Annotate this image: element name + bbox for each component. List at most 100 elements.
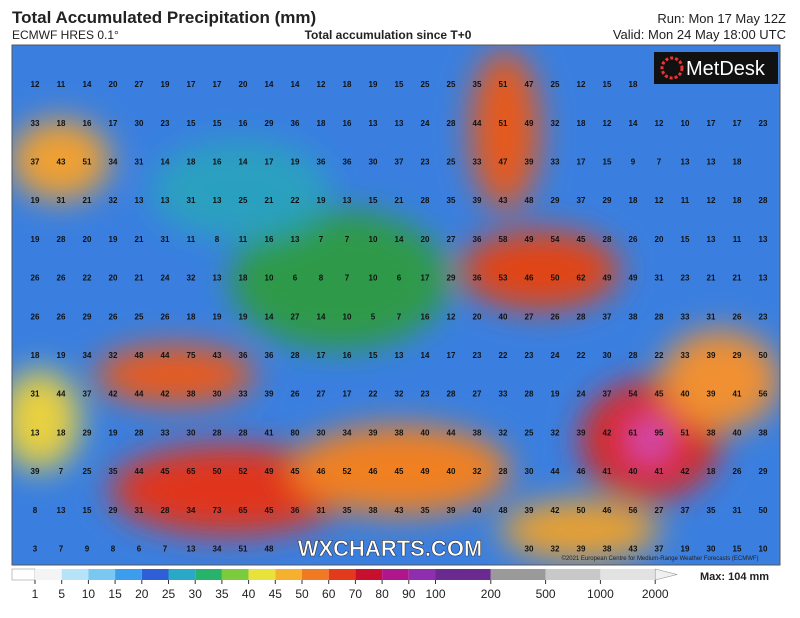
grid-value: 38: [187, 390, 196, 399]
grid-value: 49: [265, 467, 274, 476]
grid-value: 24: [577, 390, 586, 399]
grid-value: 48: [525, 196, 534, 205]
grid-value: 12: [655, 119, 664, 128]
grid-value: 47: [525, 80, 534, 89]
grid-value: 50: [213, 467, 222, 476]
grid-value: 20: [421, 235, 430, 244]
colorbar-label: 100: [425, 587, 445, 601]
grid-value: 19: [369, 80, 378, 89]
grid-value: 52: [239, 467, 248, 476]
grid-value: 46: [577, 467, 586, 476]
grid-value: 24: [161, 274, 170, 283]
colorbar-swatch: [35, 569, 62, 580]
grid-value: 34: [213, 545, 222, 554]
grid-value: 28: [655, 312, 664, 321]
grid-value: 29: [83, 428, 92, 437]
grid-value: 11: [57, 80, 66, 89]
precip-field: [12, 50, 780, 560]
grid-value: 26: [57, 312, 66, 321]
grid-value: 37: [31, 158, 40, 167]
colorbar-swatch: [302, 569, 329, 580]
grid-value: 18: [57, 428, 66, 437]
grid-value: 19: [239, 312, 248, 321]
grid-value: 23: [759, 312, 768, 321]
grid-value: 56: [629, 506, 638, 515]
grid-value: 28: [629, 351, 638, 360]
grid-value: 37: [655, 545, 664, 554]
grid-value: 45: [161, 467, 170, 476]
grid-value: 14: [265, 80, 274, 89]
grid-value: 50: [759, 351, 768, 360]
grid-value: 48: [265, 545, 274, 554]
grid-value: 29: [447, 274, 456, 283]
grid-value: 28: [135, 428, 144, 437]
grid-value: 19: [317, 196, 326, 205]
grid-value: 33: [473, 158, 482, 167]
grid-value: 24: [551, 351, 560, 360]
grid-value: 7: [397, 312, 402, 321]
grid-value: 20: [109, 274, 118, 283]
colorbar-label: 15: [108, 587, 122, 601]
colorbar-label: 60: [322, 587, 336, 601]
grid-value: 10: [759, 545, 768, 554]
logo-box: [654, 52, 778, 84]
grid-value: 12: [31, 80, 40, 89]
grid-value: 29: [759, 467, 768, 476]
grid-value: 51: [83, 158, 92, 167]
grid-value: 16: [265, 235, 274, 244]
grid-value: 22: [499, 351, 508, 360]
grid-value: 44: [135, 467, 144, 476]
grid-value: 14: [161, 158, 170, 167]
grid-value: 28: [759, 196, 768, 205]
grid-value: 17: [447, 351, 456, 360]
grid-value: 39: [525, 158, 534, 167]
grid-value: 23: [421, 390, 430, 399]
grid-value: 32: [109, 196, 118, 205]
grid-value: 14: [83, 80, 92, 89]
grid-value: 17: [577, 158, 586, 167]
grid-value: 32: [109, 351, 118, 360]
grid-value: 28: [577, 312, 586, 321]
grid-value: 19: [109, 235, 118, 244]
grid-value: 19: [109, 428, 118, 437]
grid-value: 51: [681, 428, 690, 437]
colorbar-swatch: [61, 569, 89, 580]
grid-value: 37: [603, 390, 612, 399]
grid-value: 44: [551, 467, 560, 476]
grid-value: 28: [213, 428, 222, 437]
grid-value: 13: [31, 428, 40, 437]
grid-value: 40: [733, 428, 742, 437]
grid-value: 14: [265, 312, 274, 321]
grid-value: 31: [135, 158, 144, 167]
grid-value: 23: [681, 274, 690, 283]
grid-value: 15: [369, 196, 378, 205]
grid-value: 6: [397, 274, 402, 283]
colorbar-swatch: [545, 569, 601, 580]
grid-value: 32: [187, 274, 196, 283]
grid-value: 13: [161, 196, 170, 205]
grid-value: 28: [421, 196, 430, 205]
grid-value: 31: [135, 506, 144, 515]
grid-value: 6: [137, 545, 142, 554]
grid-value: 61: [629, 428, 638, 437]
model: ECMWF HRES 0.1°: [12, 28, 119, 42]
grid-value: 12: [577, 80, 586, 89]
grid-value: 25: [83, 467, 92, 476]
grid-value: 7: [319, 235, 324, 244]
grid-value: 38: [759, 428, 768, 437]
grid-value: 14: [239, 158, 248, 167]
colorbar-arrow: [654, 568, 678, 581]
grid-value: 34: [83, 351, 92, 360]
grid-value: 23: [525, 351, 534, 360]
grid-value: 35: [343, 506, 352, 515]
colorbar-label: 30: [189, 587, 203, 601]
grid-value: 12: [707, 196, 716, 205]
grid-value: 21: [733, 274, 742, 283]
grid-value: 12: [655, 196, 664, 205]
grid-value: 58: [499, 235, 508, 244]
grid-value: 21: [135, 235, 144, 244]
colorbar: 1 5 10 15 20 25 30 35 40 45 50 60 70 80 90 100 200 500 100…: [11, 568, 678, 601]
grid-value: 19: [31, 235, 40, 244]
grid-value: 15: [369, 351, 378, 360]
grid-value: 39: [31, 467, 40, 476]
